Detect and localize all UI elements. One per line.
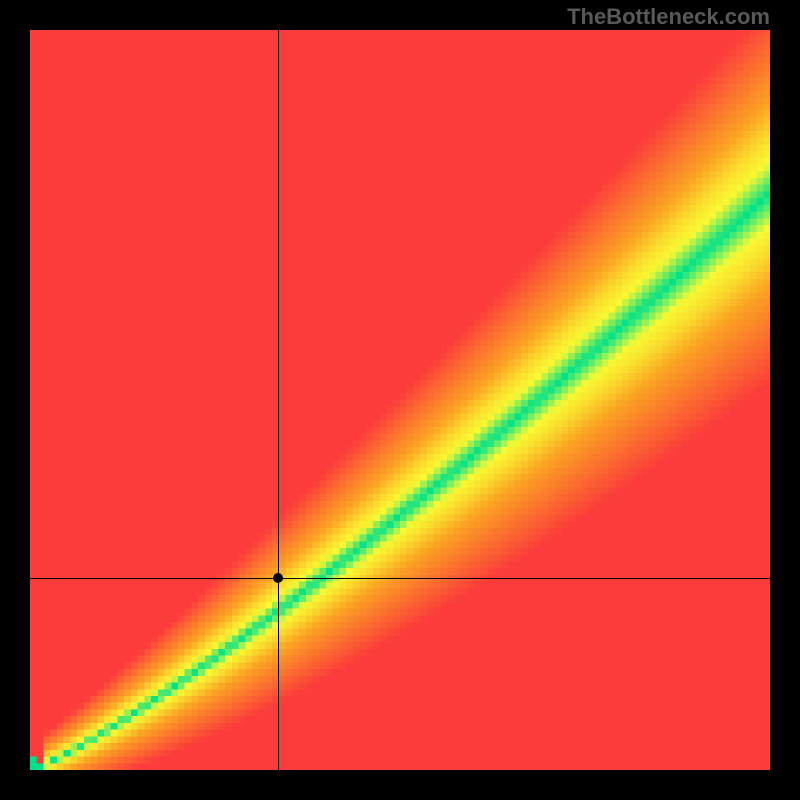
crosshair-horizontal xyxy=(30,578,770,579)
watermark-text: TheBottleneck.com xyxy=(567,4,770,30)
bottleneck-heatmap xyxy=(30,30,770,770)
marker-dot xyxy=(273,573,283,583)
heatmap-canvas xyxy=(30,30,770,770)
crosshair-vertical xyxy=(278,30,279,770)
